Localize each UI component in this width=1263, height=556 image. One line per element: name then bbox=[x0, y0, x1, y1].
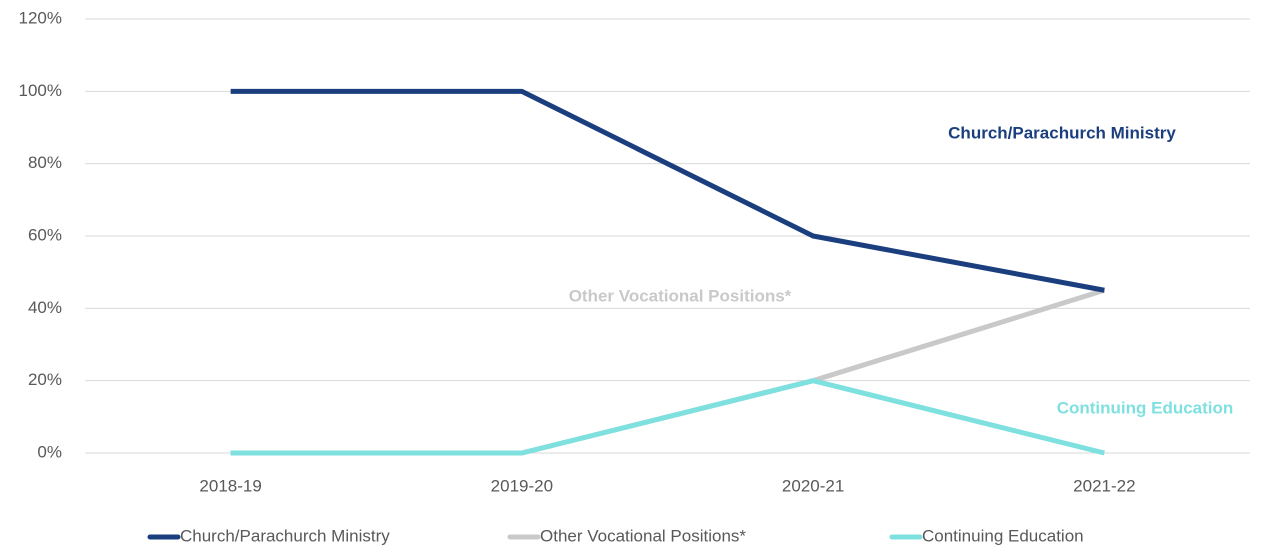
series-annotation: Church/Parachurch Ministry bbox=[948, 123, 1176, 142]
x-tick-label: 2018-19 bbox=[199, 476, 261, 495]
series-line bbox=[230, 88, 1105, 293]
y-tick-label: 0% bbox=[37, 442, 62, 461]
y-tick-label: 120% bbox=[19, 8, 62, 27]
legend-label: Continuing Education bbox=[922, 526, 1084, 545]
y-tick-label: 20% bbox=[28, 370, 62, 389]
x-tick-label: 2021-22 bbox=[1073, 476, 1135, 495]
y-tick-label: 40% bbox=[28, 298, 62, 317]
series-line bbox=[230, 378, 1105, 456]
series-annotation: Other Vocational Positions* bbox=[569, 286, 792, 305]
y-tick-label: 100% bbox=[19, 81, 62, 100]
y-tick-label: 60% bbox=[28, 225, 62, 244]
legend-label: Other Vocational Positions* bbox=[540, 526, 746, 545]
legend-label: Church/Parachurch Ministry bbox=[180, 526, 390, 545]
x-tick-label: 2020-21 bbox=[782, 476, 844, 495]
series-annotation: Continuing Education bbox=[1057, 398, 1234, 417]
y-tick-label: 80% bbox=[28, 153, 62, 172]
x-tick-label: 2019-20 bbox=[491, 476, 553, 495]
series-line bbox=[230, 287, 1106, 456]
